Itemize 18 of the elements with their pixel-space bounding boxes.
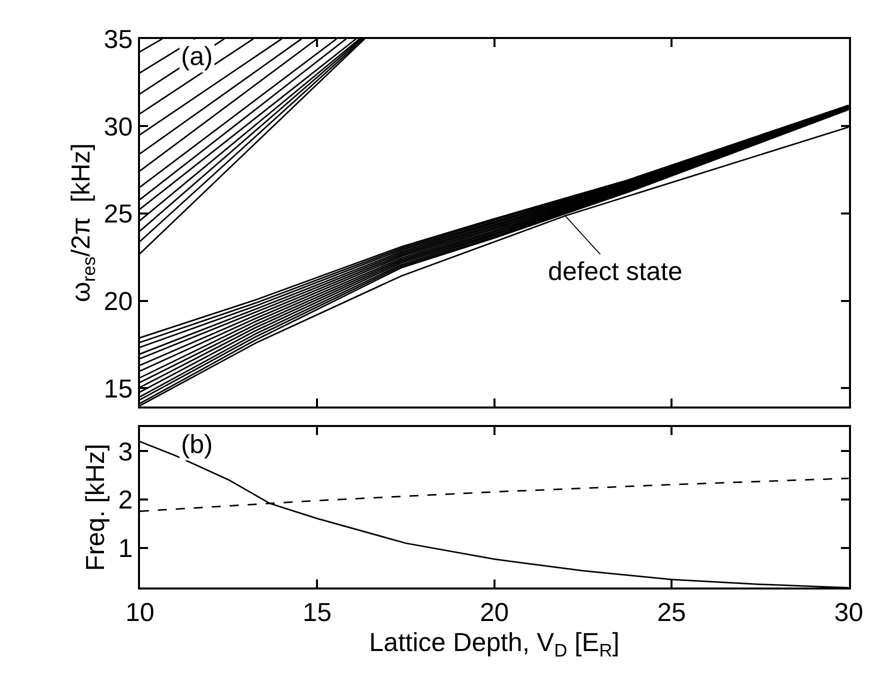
x-tick-label: 20: [480, 596, 509, 627]
annotation: (b): [181, 429, 213, 459]
y-tick-label: 25: [104, 198, 133, 229]
annotation: defect state: [548, 256, 682, 286]
annotation: (a): [181, 41, 213, 71]
y-tick-label: 1: [118, 533, 133, 564]
y-tick-label: 20: [104, 286, 133, 316]
x-tick-label: 10: [125, 596, 154, 627]
x-tick-label: 30: [834, 596, 864, 627]
x-tick-label: 25: [657, 596, 686, 627]
y-axis-title: Freq. [kHz]: [80, 444, 110, 571]
x-axis-title: Lattice Depth, V$_{D}$ [E$_{R}$]: [369, 626, 620, 660]
x-tick-label: 15: [302, 596, 332, 627]
y-tick-label: 15: [104, 373, 133, 404]
y-tick-label: 35: [104, 24, 133, 54]
y-tick-label: 30: [104, 111, 133, 142]
y-tick-label: 3: [118, 436, 133, 466]
y-tick-label: 2: [118, 484, 133, 515]
